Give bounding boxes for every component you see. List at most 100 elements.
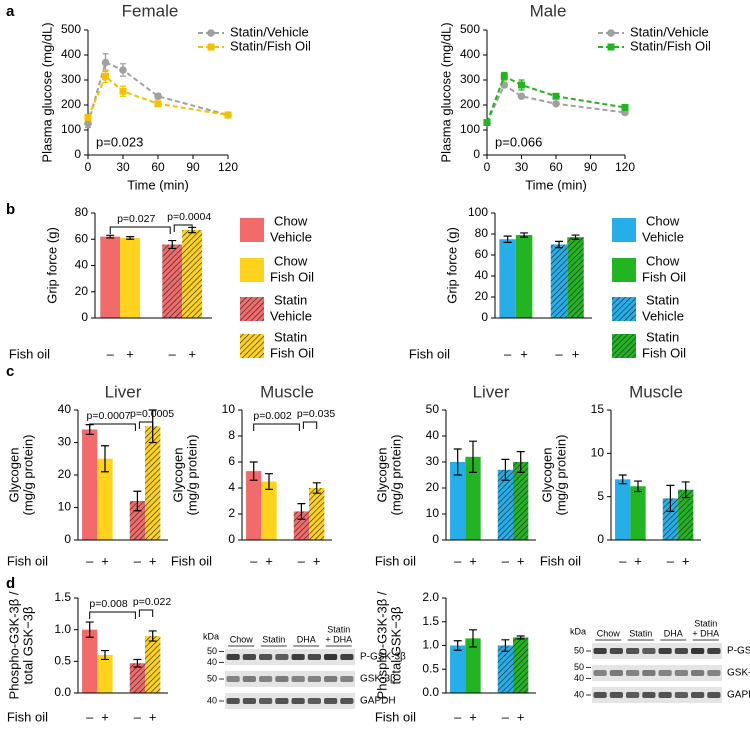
x-tick-label: – [86, 709, 94, 724]
y-tick-label: 300 [61, 72, 81, 86]
lane-label: + DHA [325, 634, 352, 644]
significance-bracket [302, 421, 318, 429]
kda-marker: 50 [207, 646, 217, 656]
y-tick-label: 30 [426, 454, 440, 468]
bar [567, 237, 584, 318]
legend-text: Chow [274, 253, 308, 268]
error-bar [453, 640, 462, 651]
y-tick-label: 10 [591, 446, 605, 460]
marker [224, 111, 232, 119]
error-bar [516, 635, 525, 640]
bar [499, 239, 516, 318]
bar [630, 486, 646, 540]
marker [483, 119, 491, 126]
error-bar [516, 451, 525, 473]
x-tick-label: + [265, 553, 273, 568]
legend-text: Statin/Vehicle [630, 24, 709, 39]
bar [662, 498, 679, 540]
row-label: Fish oil [7, 709, 48, 724]
y-tick-label: 20 [426, 480, 440, 494]
x-tick-label: 120 [615, 160, 635, 174]
row-label: Fish oil [409, 346, 450, 361]
legend-swatch [240, 334, 264, 358]
error-bar [249, 461, 258, 481]
marker [518, 81, 525, 89]
legend-text: Fish Oil [270, 345, 314, 360]
chart-title: Muscle [260, 382, 314, 401]
panel-label: a [6, 3, 15, 20]
legend-swatch [240, 218, 264, 242]
y-tick-label: 0.0 [54, 685, 71, 699]
x-tick-label: 60 [549, 160, 563, 174]
bar [97, 655, 113, 693]
legend-swatch [612, 258, 636, 282]
row-label: Fish oil [171, 553, 212, 568]
blot-band [226, 698, 240, 704]
y-axis-label: Glycogen [170, 448, 185, 503]
legend-swatch [612, 218, 636, 242]
kda-label: kDa [570, 626, 586, 636]
x-tick-label: – [502, 553, 510, 568]
marker [101, 58, 110, 67]
blot-band [242, 676, 256, 682]
marker [84, 114, 92, 121]
blot-band [259, 698, 273, 704]
y-axis-label: Phospho-G3K-3β / [374, 591, 389, 699]
kda-marker: 50 [574, 645, 584, 655]
x-tick-label: – [169, 346, 177, 361]
blot-band [593, 648, 607, 654]
x-tick-label: + [469, 709, 477, 724]
legend-text: Statin/Fish Oil [630, 38, 711, 53]
marker [552, 99, 560, 108]
legend-swatch [612, 334, 636, 358]
bar [145, 426, 161, 540]
y-tick-label: 40 [58, 402, 72, 416]
lane-label: DHA [297, 634, 316, 644]
x-tick-label: – [454, 709, 462, 724]
legend-marker [207, 29, 215, 37]
y-tick-label: 0 [597, 532, 604, 546]
significance-bracket [138, 421, 154, 429]
bar [162, 244, 183, 318]
legend-swatch [240, 258, 264, 282]
marker [119, 87, 127, 95]
blot-strip [225, 693, 355, 709]
legend-text: Vehicle [270, 308, 312, 323]
y-axis-label: Glycogen [6, 448, 21, 503]
x-tick-label: 0 [484, 160, 491, 174]
kda-marker: 50 [574, 662, 584, 672]
y-axis-label: (mg/g protein) [388, 435, 403, 516]
bar [513, 462, 529, 540]
error-bar [469, 440, 477, 473]
bar [497, 469, 514, 540]
bar [82, 629, 98, 693]
blot-band [642, 692, 656, 698]
y-axis-label: (mg/g protein) [553, 435, 568, 516]
y-tick-label: 0 [473, 147, 480, 161]
y-tick-label: 10 [58, 500, 72, 514]
protein-label: GSK-3β [727, 668, 750, 679]
bar [82, 429, 98, 540]
legend-marker [607, 43, 615, 51]
x-tick-label: + [149, 553, 157, 568]
x-tick-label: 30 [116, 160, 130, 174]
bar [450, 645, 466, 693]
lane-label: Statin [327, 624, 350, 634]
error-bar [453, 448, 462, 476]
lane-label: Chow [230, 634, 254, 644]
error-bar [126, 236, 135, 240]
blot-band [674, 692, 688, 698]
row-label: Fish oil [375, 553, 416, 568]
y-tick-label: 8 [228, 428, 235, 442]
y-tick-label: 1.0 [422, 638, 439, 652]
blot-band [609, 648, 623, 654]
blot-band [658, 670, 672, 676]
p-value: p=0.027 [117, 213, 155, 225]
x-tick-label: + [101, 553, 109, 568]
x-tick-label: 90 [186, 160, 200, 174]
blot-band [226, 676, 240, 682]
y-axis-label: (mg/g protein) [20, 435, 35, 516]
blot-strip [225, 649, 355, 665]
blot-strip [225, 671, 355, 687]
legend-text: Chow [274, 213, 308, 228]
